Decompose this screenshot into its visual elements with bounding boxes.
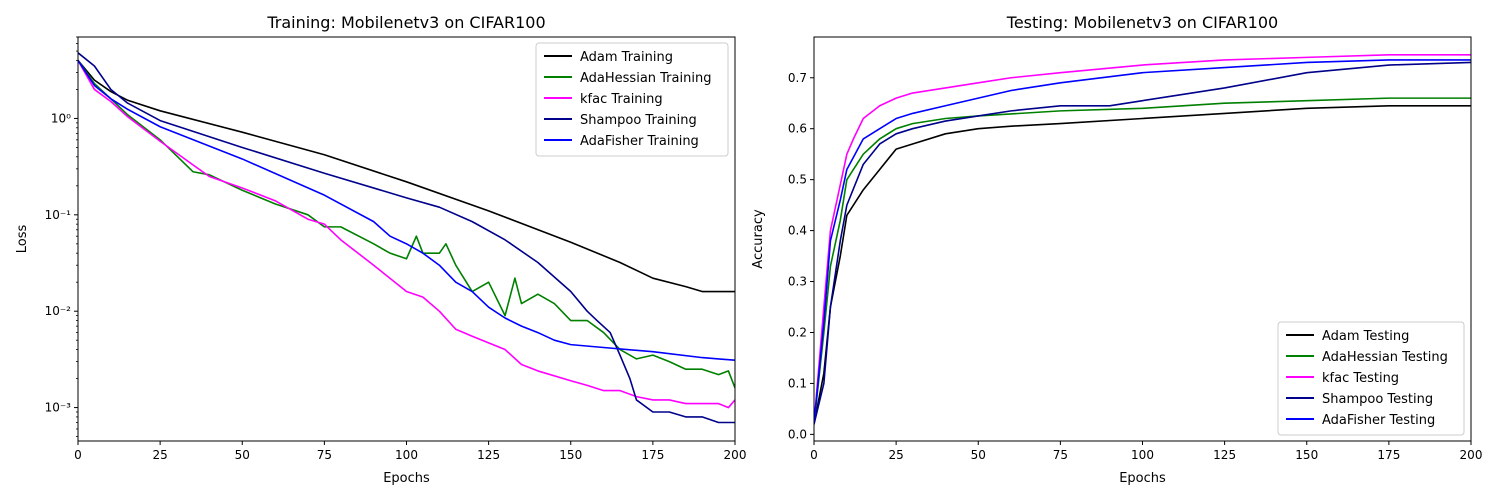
chart-1-series-kfac-testing [814, 54, 1471, 425]
chart-1-x-tick-label: 75 [1053, 448, 1068, 462]
chart-1-y-tick-label: 0.2 [788, 325, 807, 339]
chart-1-series-adahessian-testing [814, 97, 1471, 425]
chart-0-x-tick-label: 175 [641, 448, 664, 462]
chart-0-y-tick-label: 10⁰ [51, 111, 71, 125]
chart-1-title: Testing: Mobilenetv3 on CIFAR100 [1006, 13, 1278, 32]
chart-1-legend-label: Adam Testing [1322, 329, 1409, 344]
chart-0-y-axis-label: Loss [15, 225, 30, 254]
chart-1-x-tick-label: 0 [810, 448, 818, 462]
chart-0-legend-label: Shampoo Training [580, 113, 697, 128]
chart-0-x-axis-label: Epochs [383, 471, 430, 486]
chart-1-legend: Adam Testing AdaHessian Testing kfac Testi… [1277, 321, 1465, 436]
chart-1-series-adafisher-testing [814, 59, 1471, 425]
chart-1: Testing: Mobilenetv3 on CIFAR100 Epochs Ac… [751, 13, 1482, 486]
chart-0-series-shampoo-training [78, 52, 735, 424]
chart-1-y-tick-label: 0.6 [788, 122, 807, 136]
chart-0-series-kfac-training [78, 60, 735, 409]
chart-1-y-axis-label: Accuracy [751, 209, 766, 269]
chart-0-series-adafisher-training [78, 59, 735, 362]
chart-1-x-tick-label: 100 [1131, 448, 1154, 462]
chart-0-x-tick-label: 100 [395, 448, 418, 462]
chart-1-axes-frame [813, 36, 1472, 442]
chart-0-legend-box [535, 42, 729, 157]
chart-1-y-tick-label: 0.1 [788, 376, 807, 390]
chart-0-title: Training: Mobilenetv3 on CIFAR100 [266, 13, 545, 32]
chart-0-x-tick-label: 0 [74, 448, 82, 462]
chart-1-series-group [814, 54, 1471, 425]
chart-1-legend-label: AdaFisher Testing [1322, 413, 1435, 428]
chart-1-y-tick-label: 0.7 [788, 71, 807, 85]
chart-0-legend-label: AdaHessian Training [580, 71, 711, 86]
chart-1-series-shampoo-testing [814, 61, 1471, 425]
chart-0-y-tick-label: 10⁻² [45, 304, 72, 318]
chart-1-y-tick-label: 0.4 [788, 224, 807, 238]
chart-1-x-tick-label: 125 [1213, 448, 1236, 462]
chart-1-y-tick-label: 0.3 [788, 275, 807, 289]
chart-1-legend-label: AdaHessian Testing [1322, 350, 1448, 365]
chart-1-series-adam-testing [814, 104, 1471, 425]
chart-0-legend-label: kfac Training [580, 92, 663, 107]
chart-0-x-tick-label: 125 [477, 448, 500, 462]
chart-1-y-tick-label: 0.5 [788, 173, 807, 187]
chart-1-x-tick-label: 175 [1377, 448, 1400, 462]
chart-1-x-tick-label: 200 [1460, 448, 1483, 462]
chart-0-y-tick-label: 10⁻¹ [45, 208, 72, 222]
chart-1-legend-box [1277, 321, 1465, 436]
chart-0: Training: Mobilenetv3 on CIFAR100 Epochs L… [15, 13, 746, 486]
chart-1-legend-label: kfac Testing [1322, 371, 1399, 386]
chart-0-legend-label: Adam Training [580, 50, 673, 65]
chart-1-y-tick-label: 0.0 [788, 427, 807, 441]
chart-0-x-tick-label: 150 [559, 448, 582, 462]
chart-0-x-tick-label: 200 [724, 448, 747, 462]
chart-0-series-group [78, 52, 735, 424]
chart-0-x-tick-label: 75 [317, 448, 332, 462]
chart-0-legend: Adam Training AdaHessian Training kfac Tra… [535, 42, 729, 157]
chart-1-x-tick-label: 150 [1295, 448, 1318, 462]
chart-0-x-tick-label: 50 [235, 448, 250, 462]
chart-1-x-axis-label: Epochs [1119, 471, 1166, 486]
chart-1-x-tick-label: 25 [888, 448, 903, 462]
chart-1-legend-label: Shampoo Testing [1322, 392, 1433, 407]
chart-1-x-tick-label: 50 [971, 448, 986, 462]
chart-0-y-tick-label: 10⁻³ [45, 401, 72, 415]
chart-0-x-tick-label: 25 [152, 448, 167, 462]
chart-0-axes-frame [77, 36, 736, 442]
chart-0-legend-label: AdaFisher Training [580, 134, 699, 149]
